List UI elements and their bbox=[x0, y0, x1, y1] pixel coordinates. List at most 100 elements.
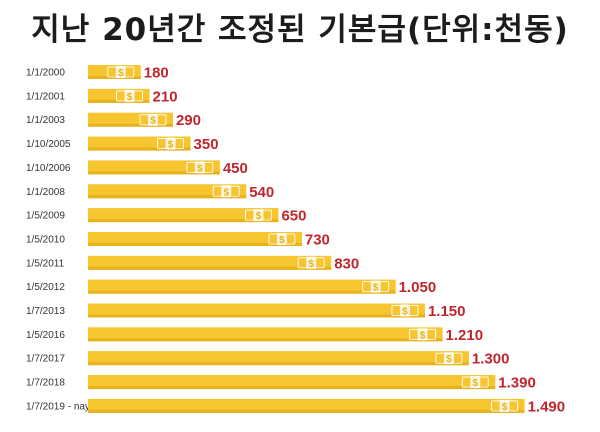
bar bbox=[88, 65, 141, 79]
category-label: 1/5/2011 bbox=[26, 258, 65, 269]
bar-shade bbox=[88, 409, 525, 413]
bar bbox=[88, 327, 443, 342]
dollar-bill-icon: $ bbox=[491, 399, 519, 413]
bar-shade bbox=[88, 123, 173, 127]
bill-center bbox=[470, 376, 481, 389]
bill-dollar-sign: $ bbox=[256, 211, 262, 222]
bill-dollar-sign: $ bbox=[168, 140, 174, 151]
dollar-bill-icon: $ bbox=[461, 376, 489, 389]
bill-center bbox=[147, 113, 158, 126]
value-label: 730 bbox=[305, 231, 330, 248]
bar-row: 1/7/2013 $1.150 bbox=[26, 303, 465, 320]
value-label: 210 bbox=[153, 88, 178, 105]
bar bbox=[88, 231, 302, 246]
bar-shade bbox=[88, 314, 425, 318]
bar bbox=[88, 184, 247, 199]
bill-center bbox=[276, 232, 287, 245]
bar bbox=[88, 208, 279, 223]
dollar-bill-icon: $ bbox=[409, 328, 437, 341]
bill-dollar-sign: $ bbox=[150, 116, 156, 127]
value-label: 1.390 bbox=[498, 375, 536, 392]
category-label: 1/1/2001 bbox=[26, 91, 65, 102]
dollar-bill-icon: $ bbox=[186, 161, 214, 174]
bill-dollar-sign: $ bbox=[308, 259, 314, 270]
bill-center bbox=[194, 161, 205, 174]
bill-dollar-sign: $ bbox=[420, 330, 426, 341]
bar-shade bbox=[88, 386, 496, 390]
category-label: 1/10/2005 bbox=[26, 139, 71, 150]
bar-shade bbox=[88, 242, 302, 246]
bill-center bbox=[221, 185, 232, 198]
category-label: 1/10/2006 bbox=[26, 163, 71, 174]
bill-center bbox=[306, 256, 317, 269]
bill-dollar-sign: $ bbox=[118, 68, 124, 79]
bar-shade bbox=[88, 338, 443, 342]
bar-row: 1/7/2019 - nay $1.490 bbox=[26, 398, 565, 415]
bill-center bbox=[124, 89, 135, 102]
category-label: 1/5/2016 bbox=[26, 330, 65, 341]
bill-center bbox=[253, 209, 264, 222]
dollar-bill-icon: $ bbox=[139, 113, 167, 127]
bill-center bbox=[165, 137, 176, 150]
bar-row: 1/10/2006 $450 bbox=[26, 160, 248, 177]
dollar-bill-icon: $ bbox=[107, 66, 135, 79]
bar-row: 1/7/2018 $1.390 bbox=[26, 375, 536, 392]
value-label: 1.210 bbox=[446, 327, 484, 344]
bar-shade bbox=[88, 195, 247, 199]
bill-center bbox=[115, 66, 126, 78]
value-label: 1.300 bbox=[472, 351, 510, 368]
category-label: 1/1/2008 bbox=[26, 187, 65, 198]
category-label: 1/7/2017 bbox=[26, 354, 65, 365]
bar bbox=[88, 136, 191, 151]
dollar-bill-icon: $ bbox=[116, 89, 144, 103]
bar bbox=[88, 375, 496, 390]
category-label: 1/5/2009 bbox=[26, 211, 65, 222]
bar-row: 1/5/2016 $1.210 bbox=[26, 327, 483, 344]
value-label: 450 bbox=[223, 160, 248, 177]
bill-center bbox=[443, 352, 454, 365]
bill-center bbox=[417, 328, 428, 341]
bill-dollar-sign: $ bbox=[446, 354, 452, 365]
value-label: 1.050 bbox=[399, 279, 437, 296]
bar-row: 1/5/2011 $830 bbox=[26, 255, 359, 272]
bar bbox=[88, 303, 425, 318]
bar bbox=[88, 351, 469, 366]
bar-row: 1/1/2001 $210 bbox=[26, 88, 178, 105]
category-label: 1/1/2000 bbox=[26, 68, 65, 79]
bar-row: 1/5/2009 $650 bbox=[26, 208, 306, 225]
bill-center bbox=[370, 280, 381, 293]
bill-dollar-sign: $ bbox=[502, 402, 508, 413]
chart-title: 지난 20년간 조정된 기본급(단위:천동) bbox=[31, 12, 569, 48]
bill-dollar-sign: $ bbox=[373, 283, 379, 294]
dollar-bill-icon: $ bbox=[268, 232, 296, 246]
bar-row: 1/1/2000 $180 bbox=[26, 65, 169, 82]
bar-shade bbox=[88, 147, 191, 151]
value-label: 290 bbox=[176, 112, 201, 129]
dollar-bill-icon: $ bbox=[362, 280, 390, 294]
dollar-bill-icon: $ bbox=[157, 137, 185, 151]
dollar-bill-icon: $ bbox=[435, 352, 463, 365]
value-label: 1.150 bbox=[428, 303, 466, 320]
category-label: 1/7/2019 - nay bbox=[26, 401, 90, 412]
value-label: 830 bbox=[334, 255, 359, 272]
bill-center bbox=[499, 399, 510, 412]
bill-center bbox=[399, 304, 410, 317]
bar-shade bbox=[88, 171, 220, 175]
bar-row: 1/1/2008 $540 bbox=[26, 184, 274, 201]
bill-dollar-sign: $ bbox=[223, 187, 229, 198]
bar bbox=[88, 398, 525, 413]
bar-row: 1/10/2005 $350 bbox=[26, 136, 219, 153]
dollar-bill-icon: $ bbox=[244, 209, 272, 222]
category-label: 1/7/2018 bbox=[26, 378, 65, 389]
value-label: 350 bbox=[194, 136, 219, 153]
bar-shade bbox=[88, 362, 469, 366]
dollar-bill-icon: $ bbox=[297, 256, 325, 270]
value-label: 540 bbox=[249, 184, 274, 201]
bill-dollar-sign: $ bbox=[197, 163, 203, 174]
bar-row: 1/1/2003 $290 bbox=[26, 112, 201, 129]
category-label: 1/1/2003 bbox=[26, 115, 65, 126]
category-label: 1/5/2012 bbox=[26, 282, 65, 293]
bar-row: 1/7/2017 $1.300 bbox=[26, 351, 509, 368]
bar-row: 1/5/2012 $1.050 bbox=[26, 279, 436, 296]
